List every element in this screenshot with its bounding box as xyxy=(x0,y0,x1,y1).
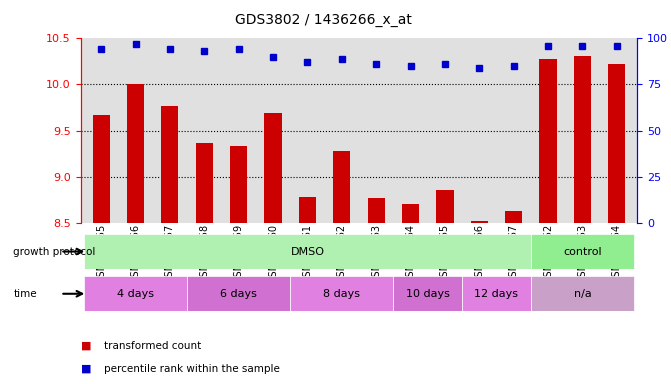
Text: 4 days: 4 days xyxy=(117,289,154,299)
Bar xyxy=(368,198,384,223)
Text: time: time xyxy=(13,289,37,299)
FancyBboxPatch shape xyxy=(84,276,187,311)
Text: transformed count: transformed count xyxy=(104,341,201,351)
FancyBboxPatch shape xyxy=(393,276,462,311)
Text: ■: ■ xyxy=(81,341,91,351)
Bar xyxy=(161,106,178,223)
Bar xyxy=(333,151,350,223)
Text: 6 days: 6 days xyxy=(220,289,257,299)
FancyBboxPatch shape xyxy=(84,234,531,269)
Bar xyxy=(574,56,591,223)
Text: 8 days: 8 days xyxy=(323,289,360,299)
Bar xyxy=(505,211,522,223)
Bar xyxy=(196,144,213,223)
FancyBboxPatch shape xyxy=(531,276,634,311)
Text: ■: ■ xyxy=(81,364,91,374)
Text: DMSO: DMSO xyxy=(291,247,324,257)
FancyBboxPatch shape xyxy=(187,276,291,311)
Bar xyxy=(299,197,316,223)
Bar xyxy=(436,190,454,223)
Text: control: control xyxy=(563,247,602,257)
Text: 12 days: 12 days xyxy=(474,289,519,299)
Bar xyxy=(402,204,419,223)
Bar xyxy=(127,84,144,223)
Bar xyxy=(471,221,488,223)
Bar xyxy=(608,64,625,223)
FancyBboxPatch shape xyxy=(462,276,531,311)
Text: GDS3802 / 1436266_x_at: GDS3802 / 1436266_x_at xyxy=(235,13,412,27)
Bar xyxy=(93,115,110,223)
FancyBboxPatch shape xyxy=(531,234,634,269)
Text: percentile rank within the sample: percentile rank within the sample xyxy=(104,364,280,374)
Text: n/a: n/a xyxy=(574,289,591,299)
Text: growth protocol: growth protocol xyxy=(13,247,96,257)
FancyBboxPatch shape xyxy=(291,276,393,311)
Bar xyxy=(264,113,282,223)
Bar xyxy=(539,59,557,223)
Bar xyxy=(230,146,247,223)
Text: 10 days: 10 days xyxy=(406,289,450,299)
